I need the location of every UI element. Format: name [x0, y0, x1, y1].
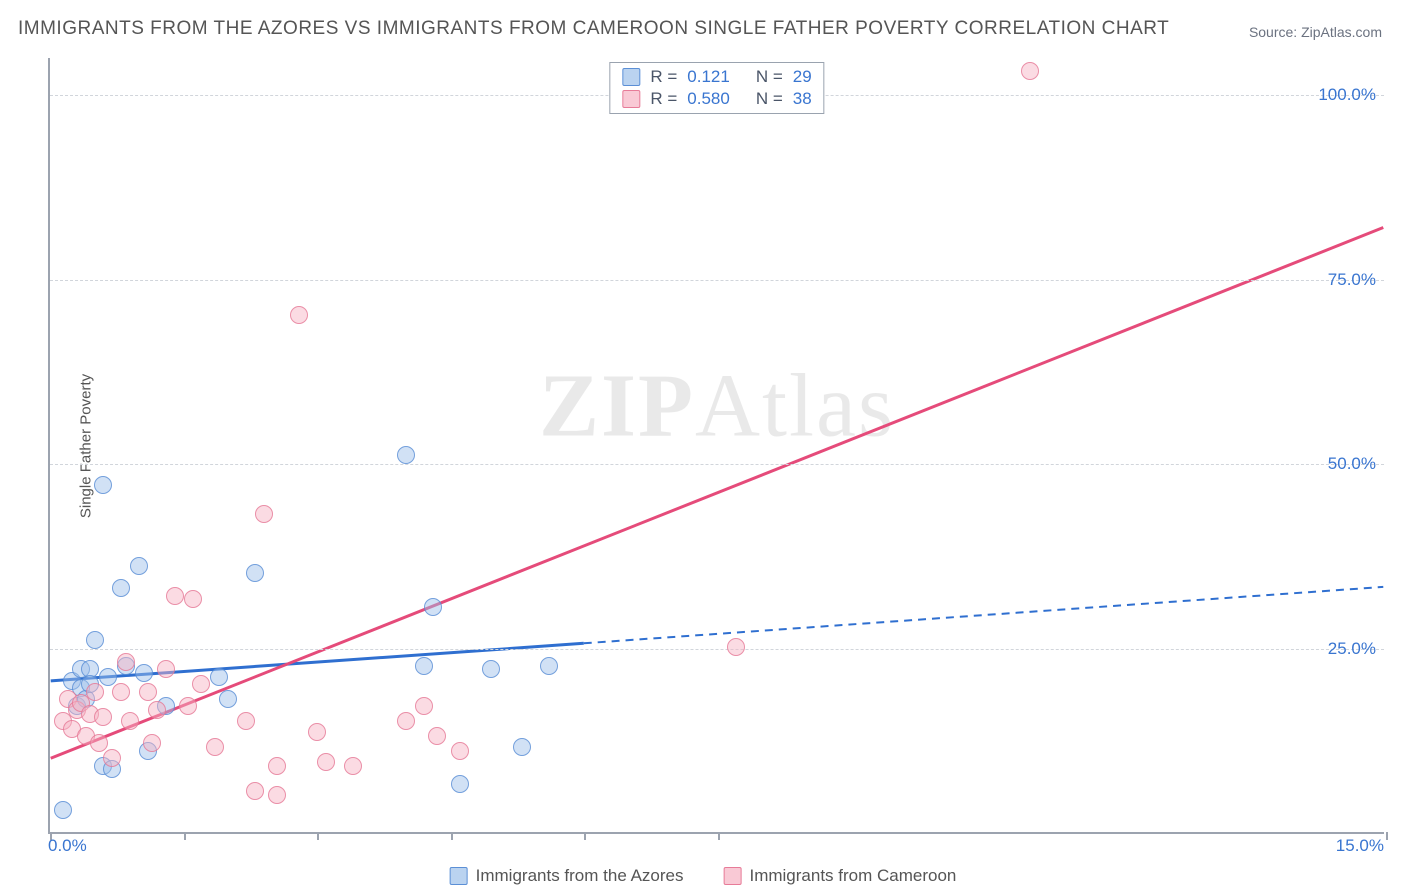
scatter-point	[344, 757, 362, 775]
scatter-point	[117, 653, 135, 671]
legend-stats-row-azores: R = 0.121 N = 29	[622, 67, 811, 87]
gridline	[50, 280, 1384, 281]
n-label: N =	[756, 89, 783, 109]
scatter-point	[112, 683, 130, 701]
swatch-icon	[622, 90, 640, 108]
xtick	[317, 832, 319, 840]
scatter-point	[99, 668, 117, 686]
scatter-point	[255, 505, 273, 523]
scatter-point	[166, 587, 184, 605]
scatter-point	[397, 446, 415, 464]
source-attribution: Source: ZipAtlas.com	[1249, 24, 1382, 40]
scatter-point	[103, 749, 121, 767]
scatter-point	[415, 697, 433, 715]
scatter-point	[397, 712, 415, 730]
scatter-point	[540, 657, 558, 675]
ytick-label: 25.0%	[1328, 639, 1376, 659]
watermark: ZIPAtlas	[539, 355, 895, 458]
scatter-point	[192, 675, 210, 693]
scatter-point	[143, 734, 161, 752]
scatter-point	[513, 738, 531, 756]
scatter-point	[54, 801, 72, 819]
scatter-point	[727, 638, 745, 656]
legend-label-cameroon: Immigrants from Cameroon	[749, 866, 956, 886]
xtick-label-right: 15.0%	[1336, 836, 1384, 856]
scatter-point	[308, 723, 326, 741]
scatter-point	[94, 708, 112, 726]
scatter-point	[1021, 62, 1039, 80]
scatter-point	[451, 742, 469, 760]
scatter-point	[148, 701, 166, 719]
xtick	[1386, 832, 1388, 840]
scatter-point	[237, 712, 255, 730]
scatter-point	[482, 660, 500, 678]
r-label: R =	[650, 89, 677, 109]
scatter-point	[157, 660, 175, 678]
scatter-point	[94, 476, 112, 494]
ytick-label: 100.0%	[1318, 85, 1376, 105]
scatter-point	[139, 683, 157, 701]
n-value-cameroon: 38	[793, 89, 812, 109]
scatter-point	[246, 564, 264, 582]
legend-item-azores: Immigrants from the Azores	[450, 866, 684, 886]
r-label: R =	[650, 67, 677, 87]
gridline	[50, 464, 1384, 465]
legend-stats-box: R = 0.121 N = 29 R = 0.580 N = 38	[609, 62, 824, 114]
ytick-label: 50.0%	[1328, 454, 1376, 474]
swatch-icon	[723, 867, 741, 885]
scatter-point	[428, 727, 446, 745]
scatter-point	[268, 757, 286, 775]
scatter-point	[415, 657, 433, 675]
scatter-point	[268, 786, 286, 804]
xtick	[584, 832, 586, 840]
swatch-icon	[622, 68, 640, 86]
ytick-label: 75.0%	[1328, 270, 1376, 290]
scatter-point	[179, 697, 197, 715]
xtick	[718, 832, 720, 840]
watermark-light: Atlas	[695, 357, 895, 456]
chart-title: IMMIGRANTS FROM THE AZORES VS IMMIGRANTS…	[18, 18, 1169, 40]
scatter-point	[451, 775, 469, 793]
scatter-point	[135, 664, 153, 682]
scatter-point	[130, 557, 148, 575]
scatter-point	[121, 712, 139, 730]
scatter-point	[210, 668, 228, 686]
r-value-azores: 0.121	[687, 67, 730, 87]
xtick	[184, 832, 186, 840]
scatter-point	[86, 683, 104, 701]
scatter-point	[246, 782, 264, 800]
watermark-bold: ZIP	[539, 357, 695, 456]
n-value-azores: 29	[793, 67, 812, 87]
gridline	[50, 649, 1384, 650]
legend-bottom: Immigrants from the Azores Immigrants fr…	[450, 866, 957, 886]
xtick	[451, 832, 453, 840]
scatter-point	[317, 753, 335, 771]
r-value-cameroon: 0.580	[687, 89, 730, 109]
legend-item-cameroon: Immigrants from Cameroon	[723, 866, 956, 886]
n-label: N =	[756, 67, 783, 87]
scatter-point	[184, 590, 202, 608]
scatter-point	[206, 738, 224, 756]
scatter-point	[290, 306, 308, 324]
scatter-point	[219, 690, 237, 708]
swatch-icon	[450, 867, 468, 885]
xtick-label-left: 0.0%	[48, 836, 87, 856]
trend-line-solid	[51, 228, 1384, 759]
scatter-point	[86, 631, 104, 649]
trend-line-dashed	[584, 587, 1384, 643]
plot-area: ZIPAtlas R = 0.121 N = 29 R = 0.580 N = …	[48, 58, 1384, 834]
legend-label-azores: Immigrants from the Azores	[476, 866, 684, 886]
scatter-point	[90, 734, 108, 752]
legend-stats-row-cameroon: R = 0.580 N = 38	[622, 89, 811, 109]
scatter-point	[424, 598, 442, 616]
scatter-point	[112, 579, 130, 597]
